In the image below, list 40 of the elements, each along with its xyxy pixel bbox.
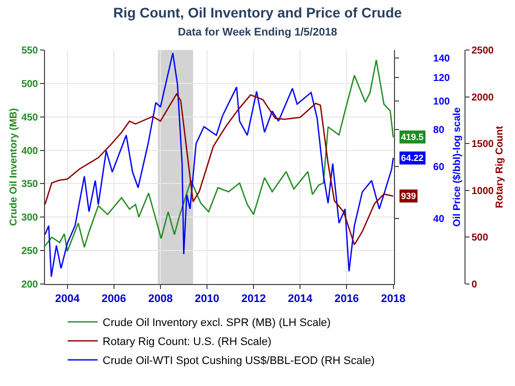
y2-tick-label: 60 (433, 162, 445, 174)
y-tick-label: 250 (21, 246, 38, 258)
x-tick-label: 2016 (334, 293, 359, 306)
data-label: 64.22 (401, 153, 424, 163)
line-series (45, 93, 394, 246)
x-tick-label: 2004 (55, 293, 80, 306)
x-tick-label: 2006 (102, 293, 126, 306)
chart-title: Rig Count, Oil Inventory and Price of Crude (113, 4, 402, 20)
chart-subtitle: Data for Week Ending 1/5/2018 (178, 26, 338, 39)
y-tick-label: 550 (21, 46, 38, 56)
data-label: 419.5 (401, 132, 424, 142)
x-tick-label: 2012 (241, 293, 266, 306)
y3-tick-label: 2000 (471, 92, 494, 104)
y3-tick-label: 1000 (471, 186, 494, 197)
y2-axis-title: Oil Price ($/bbl)-log scale (452, 106, 463, 227)
y3-axis-title: Rotary Rig Count (494, 125, 506, 208)
y2-tick-label: 140 (433, 53, 450, 64)
y3-tick-label: 0 (471, 280, 478, 290)
y2-tick-label: 100 (433, 96, 450, 108)
x-tick-label: 2014 (288, 293, 314, 306)
y2-tick-label: 120 (433, 73, 450, 84)
y2-tick-label: 40 (433, 214, 445, 226)
legend-label: Crude Oil Inventory excl. SPR (MB) (LH Scale) (102, 317, 331, 330)
y-axis-title: Crude Oil Inventory (MB) (8, 108, 20, 226)
x-tick-label: 2018 (381, 293, 406, 306)
x-tick-label: 2008 (148, 293, 173, 306)
y-tick-label: 450 (21, 112, 38, 124)
y3-tick-label: 500 (471, 232, 489, 244)
y-tick-label: 200 (21, 280, 38, 290)
y-tick-label: 300 (21, 212, 38, 224)
y2-tick-label: 80 (433, 125, 445, 136)
y-tick-label: 500 (21, 78, 38, 90)
y3-tick-label: 1500 (471, 139, 494, 150)
data-label: 939 (401, 191, 416, 201)
legend-label: Crude Oil-WTI Spot Cushing US$/BBL-EOD (RH Scale) (102, 355, 375, 368)
y-tick-label: 350 (21, 179, 38, 190)
y-tick-label: 400 (21, 146, 38, 157)
y3-tick-label: 2500 (471, 46, 494, 56)
x-tick-label: 2010 (194, 293, 220, 306)
legend-label: Rotary Rig Count: U.S. (RH Scale) (102, 336, 272, 348)
